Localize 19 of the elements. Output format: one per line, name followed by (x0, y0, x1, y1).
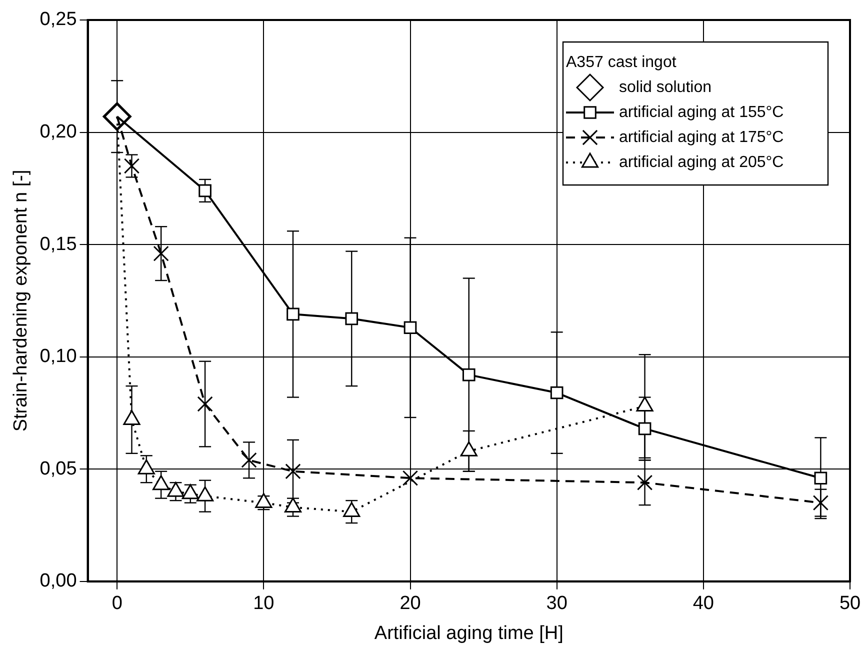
legend-title: A357 cast ingot (566, 54, 677, 71)
x-tick-label: 20 (400, 593, 421, 614)
legend-label: artificial aging at 205°C (619, 154, 784, 171)
y-axis-title: Strain-hardening exponent n [-] (10, 170, 32, 432)
x-tick-label: 10 (253, 593, 274, 614)
y-tick-label: 0,05 (40, 458, 77, 480)
y-tick-label: 0,00 (40, 570, 77, 592)
y-tick-label: 0,15 (40, 234, 77, 255)
x-tick-label: 0 (112, 593, 122, 614)
x-tick-label: 50 (839, 593, 861, 614)
x-axis-title: Artificial aging time [H] (374, 622, 564, 644)
y-tick-label: 0,20 (40, 122, 77, 143)
y-tick-label: 0,25 (40, 9, 77, 30)
x-tick-label: 40 (692, 593, 714, 614)
legend-label: solid solution (619, 78, 712, 96)
y-tick-label: 0,10 (40, 346, 77, 368)
legend-label: artificial aging at 155°C (619, 104, 784, 121)
legend-label: artificial aging at 175°C (619, 128, 784, 146)
x-tick-label: 30 (546, 593, 568, 614)
